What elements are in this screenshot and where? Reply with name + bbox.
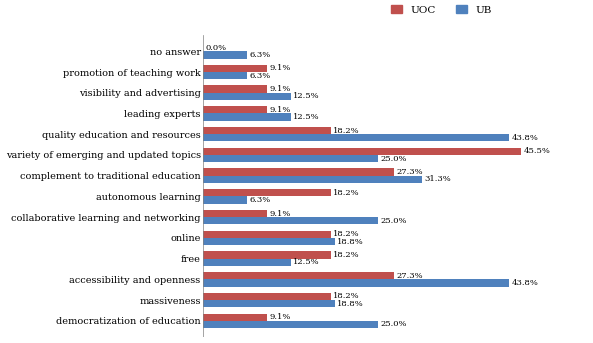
Text: 9.1%: 9.1% — [269, 210, 291, 217]
Bar — [203, 189, 330, 197]
Bar — [203, 106, 267, 114]
Bar — [203, 217, 378, 224]
Text: 25.0%: 25.0% — [380, 155, 407, 163]
Bar — [203, 251, 330, 259]
Bar — [203, 148, 521, 155]
Text: 12.5%: 12.5% — [293, 113, 320, 121]
Text: 0.0%: 0.0% — [206, 44, 227, 52]
Bar — [203, 127, 330, 134]
Text: 18.2%: 18.2% — [333, 293, 359, 300]
Text: 12.5%: 12.5% — [293, 258, 320, 266]
Bar — [203, 72, 247, 79]
Bar — [203, 259, 291, 266]
Text: 43.8%: 43.8% — [511, 279, 538, 287]
Bar — [203, 280, 509, 287]
Bar — [203, 293, 330, 300]
Bar — [203, 321, 378, 328]
Text: 9.1%: 9.1% — [269, 85, 291, 93]
Text: 18.2%: 18.2% — [333, 230, 359, 238]
Text: 6.3%: 6.3% — [250, 196, 271, 204]
Bar — [203, 114, 291, 121]
Text: 9.1%: 9.1% — [269, 106, 291, 114]
Bar — [203, 93, 291, 100]
Text: 18.8%: 18.8% — [337, 238, 364, 246]
Text: 9.1%: 9.1% — [269, 313, 291, 321]
Text: 18.2%: 18.2% — [333, 251, 359, 259]
Text: 25.0%: 25.0% — [380, 217, 407, 225]
Bar — [203, 134, 509, 141]
Bar — [203, 155, 378, 162]
Bar — [203, 168, 394, 176]
Text: 45.5%: 45.5% — [523, 147, 550, 155]
Text: 43.8%: 43.8% — [511, 134, 538, 142]
Bar — [203, 314, 267, 321]
Text: 6.3%: 6.3% — [250, 72, 271, 80]
Bar — [203, 210, 267, 217]
Bar — [203, 272, 394, 280]
Text: 27.3%: 27.3% — [396, 272, 423, 280]
Bar — [203, 197, 247, 204]
Text: 18.2%: 18.2% — [333, 127, 359, 134]
Text: 27.3%: 27.3% — [396, 168, 423, 176]
Text: 18.2%: 18.2% — [333, 189, 359, 197]
Text: 9.1%: 9.1% — [269, 64, 291, 72]
Text: 18.8%: 18.8% — [337, 300, 364, 308]
Bar — [203, 176, 422, 183]
Text: 12.5%: 12.5% — [293, 92, 320, 100]
Text: 25.0%: 25.0% — [380, 320, 407, 329]
Bar — [203, 238, 334, 245]
Bar — [203, 300, 334, 307]
Legend: UOC, UB: UOC, UB — [387, 1, 496, 19]
Bar — [203, 85, 267, 93]
Bar — [203, 65, 267, 72]
Bar — [203, 51, 247, 59]
Bar — [203, 230, 330, 238]
Text: 6.3%: 6.3% — [250, 51, 271, 59]
Text: 31.3%: 31.3% — [424, 175, 451, 183]
